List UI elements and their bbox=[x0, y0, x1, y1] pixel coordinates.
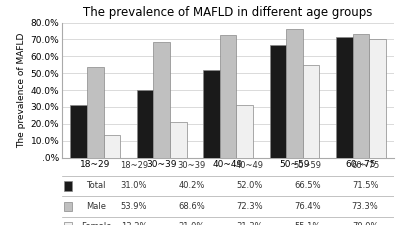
Text: Female: Female bbox=[81, 222, 112, 225]
Bar bbox=[369, 39, 386, 158]
Text: 40.2%: 40.2% bbox=[179, 181, 205, 190]
Bar bbox=[303, 65, 319, 158]
Text: Male: Male bbox=[86, 202, 106, 211]
Bar bbox=[203, 70, 220, 158]
Bar bbox=[336, 37, 352, 157]
Text: 31.0%: 31.0% bbox=[121, 181, 147, 190]
Text: 71.5%: 71.5% bbox=[352, 181, 378, 190]
Bar bbox=[286, 29, 303, 157]
Bar bbox=[70, 105, 87, 158]
Text: 72.3%: 72.3% bbox=[236, 202, 263, 211]
Text: 50~59: 50~59 bbox=[293, 161, 321, 170]
Bar bbox=[64, 202, 72, 211]
Bar bbox=[220, 36, 236, 158]
Text: 66.5%: 66.5% bbox=[294, 181, 321, 190]
Bar bbox=[236, 105, 253, 158]
Bar bbox=[64, 222, 72, 225]
Bar bbox=[87, 67, 104, 158]
Bar bbox=[270, 45, 286, 158]
Text: 21.0%: 21.0% bbox=[179, 222, 205, 225]
Text: 30~39: 30~39 bbox=[178, 161, 206, 170]
Text: 52.0%: 52.0% bbox=[236, 181, 263, 190]
Text: 31.3%: 31.3% bbox=[236, 222, 263, 225]
Text: 60~75: 60~75 bbox=[351, 161, 379, 170]
Text: 55.1%: 55.1% bbox=[294, 222, 320, 225]
Text: 76.4%: 76.4% bbox=[294, 202, 321, 211]
Bar bbox=[104, 135, 120, 158]
Text: 70.0%: 70.0% bbox=[352, 222, 378, 225]
Text: 53.9%: 53.9% bbox=[121, 202, 147, 211]
Y-axis label: The prevalence of MAFLD: The prevalence of MAFLD bbox=[17, 32, 26, 148]
Text: 13.2%: 13.2% bbox=[121, 222, 147, 225]
Bar bbox=[137, 90, 153, 158]
Bar bbox=[153, 42, 170, 158]
Bar bbox=[64, 181, 72, 191]
Text: 18~29: 18~29 bbox=[120, 161, 148, 170]
Text: 73.3%: 73.3% bbox=[352, 202, 378, 211]
Text: Total: Total bbox=[86, 181, 106, 190]
Title: The prevalence of MAFLD in different age groups: The prevalence of MAFLD in different age… bbox=[83, 6, 373, 18]
Text: 40~49: 40~49 bbox=[236, 161, 264, 170]
Bar bbox=[170, 122, 186, 158]
Bar bbox=[352, 34, 369, 158]
Text: 68.6%: 68.6% bbox=[178, 202, 205, 211]
